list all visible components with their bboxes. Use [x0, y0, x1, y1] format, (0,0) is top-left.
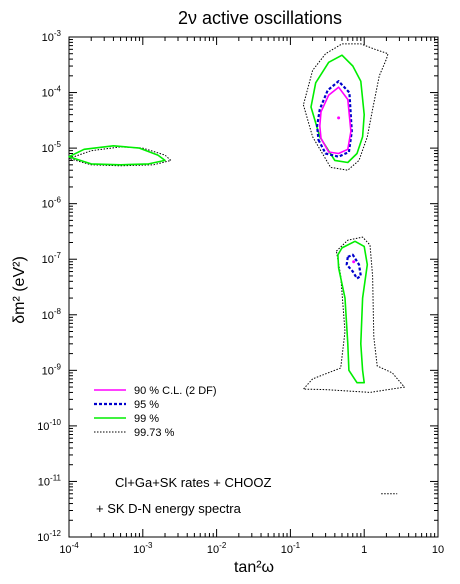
- y-tick-label: 10-9: [42, 362, 62, 377]
- contour-dashed: [345, 253, 362, 280]
- y-tick-label: 10-3: [42, 29, 62, 44]
- contour-dashed: [316, 80, 353, 158]
- annotation-text: Cl+Ga+SK rates + CHOOZ: [115, 475, 271, 490]
- y-tick-label: 10-12: [37, 529, 61, 544]
- plot-frame: [68, 36, 439, 538]
- y-tick-label: 10-6: [42, 196, 62, 211]
- legend-label: 90 % C.L. (2 DF): [134, 385, 217, 397]
- x-tick-label: 10-1: [281, 541, 301, 556]
- contour-series: [68, 43, 405, 495]
- contour-solid: [68, 145, 166, 166]
- y-axis: 10-12 10-11 10-10 10-9 10-8 10-7 10-6 10-5 10-4 1…: [37, 29, 438, 544]
- y-tick-label: 10-11: [38, 473, 62, 488]
- x-tick-label: 10-3: [133, 541, 153, 556]
- x-tick-label: 10-4: [59, 541, 79, 556]
- y-tick-label: 10-4: [42, 85, 62, 100]
- annotation-text: + SK D-N energy spectra: [96, 501, 242, 516]
- y-tick-label: 10-10: [37, 418, 61, 433]
- plot-area: [68, 36, 439, 538]
- annotations: Cl+Ga+SK rates + CHOOZ + SK D-N energy sp…: [96, 475, 271, 516]
- contour-dotted: [302, 43, 389, 171]
- legend-label: 99.73 %: [134, 427, 175, 439]
- legend: 90 % C.L. (2 DF) 95 % 99 % 99.73 %: [94, 385, 217, 439]
- chart-title: 2ν active oscillations: [178, 8, 342, 28]
- y-tick-label: 10-8: [42, 307, 62, 322]
- contour-solid: [318, 86, 352, 155]
- y-tick-label: 10-7: [42, 251, 62, 266]
- best-fit-point: [352, 260, 356, 264]
- contour-solid: [310, 54, 366, 164]
- legend-label: 99 %: [134, 413, 159, 425]
- x-tick-label: 10: [432, 544, 444, 556]
- best-fit-point: [337, 116, 341, 120]
- x-tick-label: 1: [361, 544, 367, 556]
- contour-solid: [337, 240, 369, 384]
- y-axis-title: δm² (eV²): [11, 256, 28, 324]
- legend-label: 95 %: [134, 399, 159, 411]
- contour-dotted: [68, 146, 172, 167]
- y-tick-label: 10-5: [42, 140, 62, 155]
- x-axis: 10-4 10-3 10-2 10-1 1 10: [59, 37, 444, 556]
- x-tick-label: 10-2: [207, 541, 227, 556]
- x-axis-title: tan²ω: [234, 559, 274, 576]
- contour-dotted: [302, 236, 405, 393]
